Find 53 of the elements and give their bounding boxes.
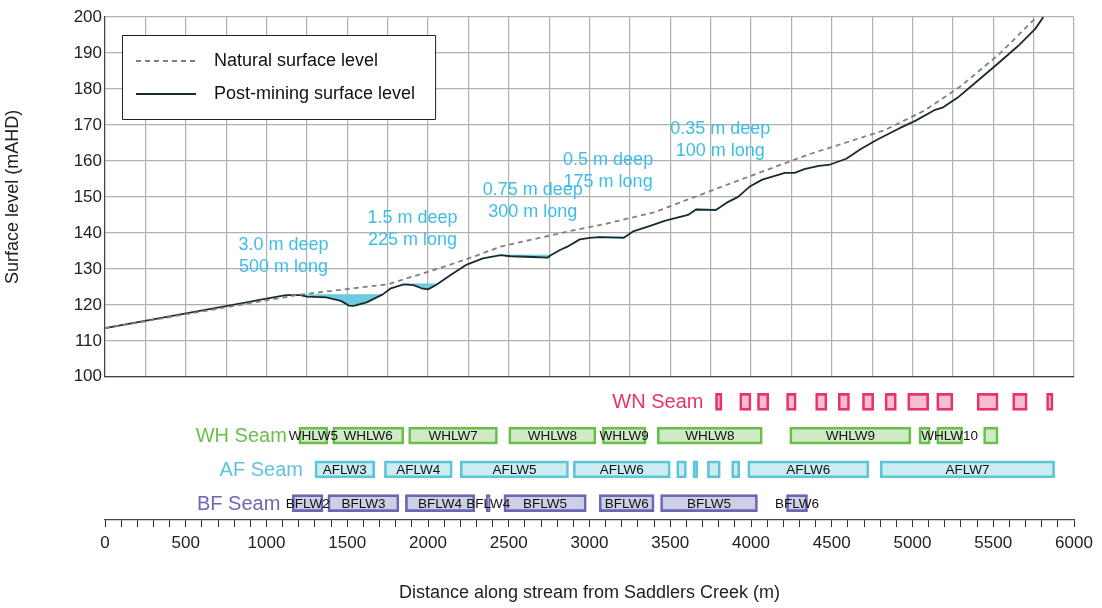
data-label: AFLW6: [599, 462, 644, 478]
category-label: WH Seam: [195, 424, 287, 447]
x-axis-title: Distance along stream from Saddlers Creek (m): [398, 582, 781, 603]
x-tick-label: 5000: [893, 532, 932, 552]
data-label: BFLW4: [418, 495, 463, 511]
y-tick-label: 200: [73, 6, 102, 26]
x-tick-label: 3000: [570, 532, 609, 552]
x-tick-label: 4000: [732, 532, 770, 552]
annotation: 0.35 m deep 100 m long: [670, 118, 771, 161]
legend-label: Natural surface level: [214, 49, 379, 70]
data-label: WHLW8: [685, 428, 735, 444]
data-label: AFLW6: [786, 462, 831, 478]
data-label: BFLW6: [775, 495, 820, 511]
data-label: BFLW5: [687, 495, 732, 511]
data-label: AFLW3: [322, 462, 367, 478]
y-tick-label: 150: [73, 186, 102, 206]
y-tick-label: 120: [73, 294, 102, 314]
category-label: WN Seam: [612, 390, 704, 413]
data-label: AFLW5: [492, 462, 537, 478]
category-label: AF Seam: [219, 457, 303, 480]
data-label: BFLW2: [285, 495, 330, 511]
x-tick-label: 5500: [974, 532, 1013, 552]
y-tick-label: 130: [73, 258, 102, 278]
y-axis-title: Surface level (mAHD): [1, 109, 22, 284]
data-label: BFLW3: [341, 495, 386, 511]
data-label: AFLW4: [396, 462, 441, 478]
y-tick-label: 140: [73, 222, 102, 242]
x-tick-label: 2000: [409, 532, 447, 552]
y-tick-label: 110: [74, 330, 102, 350]
data-label: AFLW7: [945, 462, 990, 478]
y-tick-label: 100: [73, 366, 102, 386]
data-label: WHLW8: [527, 428, 577, 444]
x-tick-label: 1000: [247, 532, 286, 552]
y-tick-label: 170: [73, 114, 102, 134]
x-tick-label: 6000: [1055, 532, 1093, 552]
data-label: WHLW7: [428, 428, 478, 444]
data-label: WHLW9: [825, 428, 875, 444]
data-label: BFLW6: [604, 495, 649, 511]
x-tick-label: 500: [171, 532, 200, 552]
category-label: BF Seam: [196, 491, 281, 514]
y-tick-label: 190: [73, 42, 102, 62]
data-label: WHLW6: [343, 428, 393, 444]
x-tick-label: 3500: [651, 532, 690, 552]
annotation: 1.5 m deep 225 m long: [367, 206, 458, 249]
x-tick-label: 4500: [812, 532, 851, 552]
x-tick-label: 0: [100, 532, 110, 552]
legend-label: Post-mining surface level: [214, 82, 416, 103]
x-tick-label: 2500: [489, 532, 528, 552]
data-label: BFLW5: [523, 495, 568, 511]
annotation: 3.0 m deep 500 m long: [238, 233, 329, 276]
x-tick-label: 1500: [328, 532, 367, 552]
y-tick-label: 180: [73, 78, 102, 98]
y-tick-label: 160: [73, 150, 102, 170]
